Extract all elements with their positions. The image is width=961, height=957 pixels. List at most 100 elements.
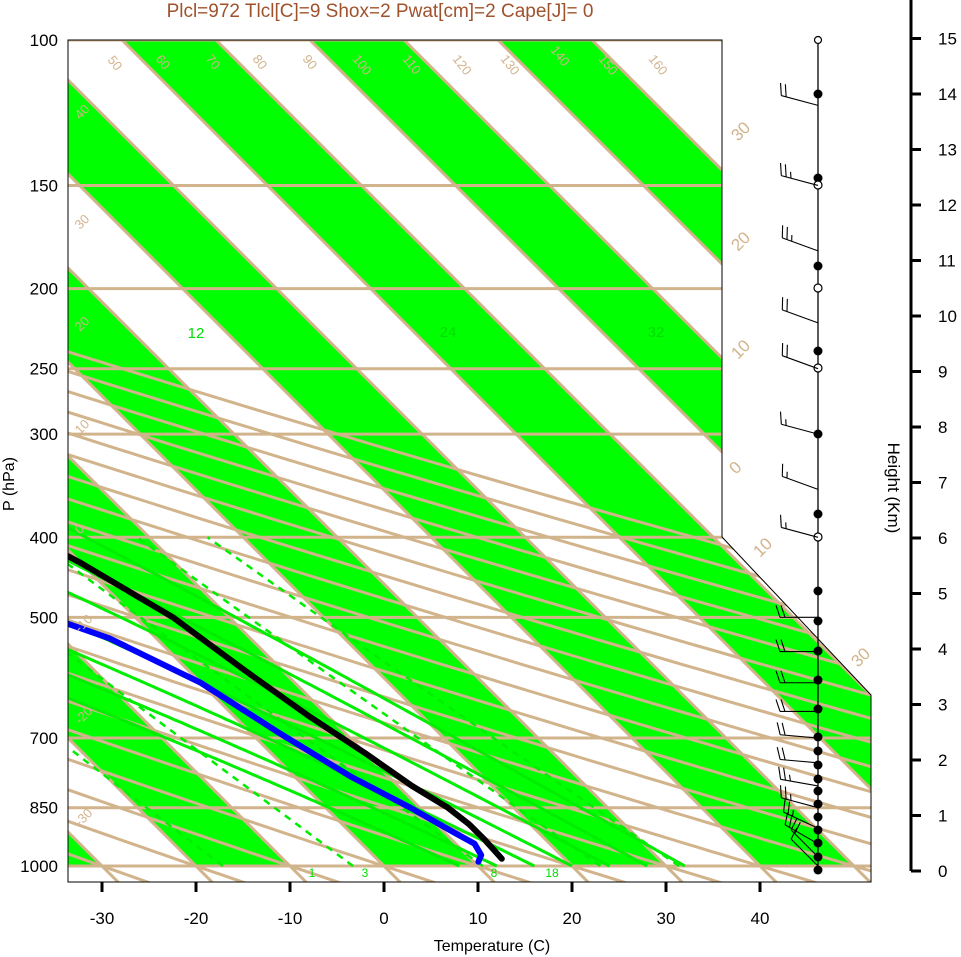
dry-adiabat-label: 80 bbox=[250, 52, 271, 73]
moist-adiabat-label: 24 bbox=[440, 324, 457, 341]
dry-adiabat-line bbox=[68, 40, 871, 882]
dewpoint-profile-line bbox=[68, 71, 485, 865]
x-tick-label: -30 bbox=[90, 909, 115, 928]
isotherm-label: 10 bbox=[749, 534, 776, 561]
height-tick-label: 8 bbox=[938, 418, 947, 437]
isotherm-label: 20 bbox=[727, 228, 754, 255]
x-tick-label: -10 bbox=[278, 909, 303, 928]
height-tick-label: 12 bbox=[938, 196, 957, 215]
wind-level-dot bbox=[813, 173, 823, 183]
wind-level-dot bbox=[813, 732, 823, 742]
chart-title: Plcl=972 Tlcl[C]=9 Shox=2 Pwat[cm]=2 Cap… bbox=[167, 1, 594, 22]
pressure-tick-label: 150 bbox=[30, 176, 58, 195]
isotherm-label: 0 bbox=[725, 458, 745, 478]
pressure-tick-label: 250 bbox=[30, 360, 58, 379]
x-axis-label: Temperature (C) bbox=[434, 938, 550, 955]
wind-barb bbox=[779, 785, 819, 809]
pressure-tick-label: 100 bbox=[30, 31, 58, 50]
moist-adiabat-line bbox=[68, 321, 460, 868]
wind-barb bbox=[783, 799, 819, 829]
isotherm-label: 10 bbox=[727, 336, 754, 363]
x-tick-label: 0 bbox=[379, 909, 388, 928]
dry-adiabat-label: 50 bbox=[105, 53, 126, 74]
mixing-ratio-line bbox=[136, 536, 602, 868]
wind-level-dot bbox=[813, 746, 823, 756]
moist-adiabat-line bbox=[68, 321, 686, 868]
height-tick-label: 0 bbox=[938, 862, 947, 881]
wind-barb bbox=[776, 747, 819, 764]
dry-adiabat-line bbox=[68, 40, 871, 882]
wind-barb bbox=[779, 411, 819, 435]
wind-barb bbox=[784, 812, 819, 845]
mixing-ratio-label: 8 bbox=[491, 866, 498, 880]
wind-level-dot bbox=[813, 346, 823, 356]
isotherm-line bbox=[68, 40, 871, 882]
wind-level-open-dot bbox=[813, 283, 823, 293]
dry-adiabat-line bbox=[68, 40, 871, 882]
dry-adiabat-label: 120 bbox=[450, 52, 475, 78]
dry-adiabat-line bbox=[68, 40, 871, 882]
wind-barb bbox=[775, 639, 818, 653]
height-tick-label: 11 bbox=[938, 252, 956, 271]
wind-level-dot bbox=[813, 799, 823, 809]
wind-level-open-dot bbox=[813, 35, 823, 45]
x-tick-label: -20 bbox=[184, 909, 209, 928]
pressure-tick-label: 1000 bbox=[20, 857, 58, 876]
moist-adiabat-line bbox=[68, 321, 648, 868]
wind-barb bbox=[779, 82, 819, 106]
wind-barb bbox=[775, 699, 818, 713]
wind-level-dot bbox=[813, 261, 823, 271]
moist-adiabat-label: 12 bbox=[188, 325, 205, 342]
wind-level-dot bbox=[813, 812, 823, 822]
moist-adiabat-line bbox=[68, 321, 498, 868]
dry-adiabat-line bbox=[68, 40, 871, 882]
mixing-ratio-line bbox=[68, 536, 354, 868]
height-tick-label: 1 bbox=[938, 807, 947, 826]
height-tick-label: 3 bbox=[938, 696, 947, 715]
wind-barb bbox=[776, 722, 819, 739]
wind-level-dot bbox=[813, 865, 823, 875]
pressure-tick-label: 850 bbox=[30, 799, 58, 818]
dry-adiabat-line bbox=[68, 40, 534, 882]
dry-adiabat-line bbox=[68, 40, 248, 882]
dry-adiabat-line bbox=[68, 40, 871, 882]
moist-adiabat-line bbox=[68, 321, 536, 868]
plot-frame bbox=[67, 39, 872, 883]
dry-adiabat-line bbox=[68, 40, 438, 882]
wind-level-dot bbox=[813, 509, 823, 519]
wind-level-dot bbox=[813, 616, 823, 626]
height-tick-label: 9 bbox=[938, 363, 947, 382]
pressure-tick-label: 500 bbox=[30, 608, 58, 627]
axes: -30 -20 -10 0 10 20 30 401001502002503004005007… bbox=[20, 0, 957, 928]
mixing-ratio-label: 3 bbox=[362, 866, 369, 880]
mixing-ratio-label: 18 bbox=[545, 866, 559, 880]
wind-barb bbox=[775, 605, 818, 618]
x-tick-label: 10 bbox=[469, 909, 488, 928]
wind-level-dot bbox=[813, 838, 823, 848]
wind-barb bbox=[778, 766, 819, 787]
isotherm-label: 30 bbox=[727, 118, 754, 145]
wind-barb bbox=[779, 514, 819, 538]
dry-adiabat-line bbox=[68, 40, 871, 882]
isotherm-line bbox=[68, 40, 871, 882]
x-tick-label: 20 bbox=[563, 909, 582, 928]
wind-barb bbox=[790, 818, 819, 858]
wind-level-dot bbox=[813, 786, 823, 796]
height-tick-label: 14 bbox=[938, 85, 957, 104]
x-tick-label: 30 bbox=[657, 909, 676, 928]
dry-adiabat-line bbox=[68, 40, 871, 882]
isotherm-line bbox=[68, 40, 871, 882]
pressure-tick-label: 700 bbox=[30, 729, 58, 748]
dry-adiabat-line bbox=[68, 40, 871, 882]
wind-level-dot bbox=[813, 760, 823, 770]
wind-level-dot bbox=[813, 586, 823, 596]
height-tick-label: 13 bbox=[938, 141, 957, 160]
wind-barb bbox=[781, 225, 819, 252]
isotherm-label: 30 bbox=[72, 211, 93, 232]
wind-level-dot bbox=[813, 704, 823, 714]
wind-barb bbox=[779, 162, 819, 186]
wind-barb bbox=[781, 297, 819, 324]
temperature-profile-line bbox=[68, 61, 505, 862]
pressure-tick-label: 400 bbox=[30, 528, 58, 547]
